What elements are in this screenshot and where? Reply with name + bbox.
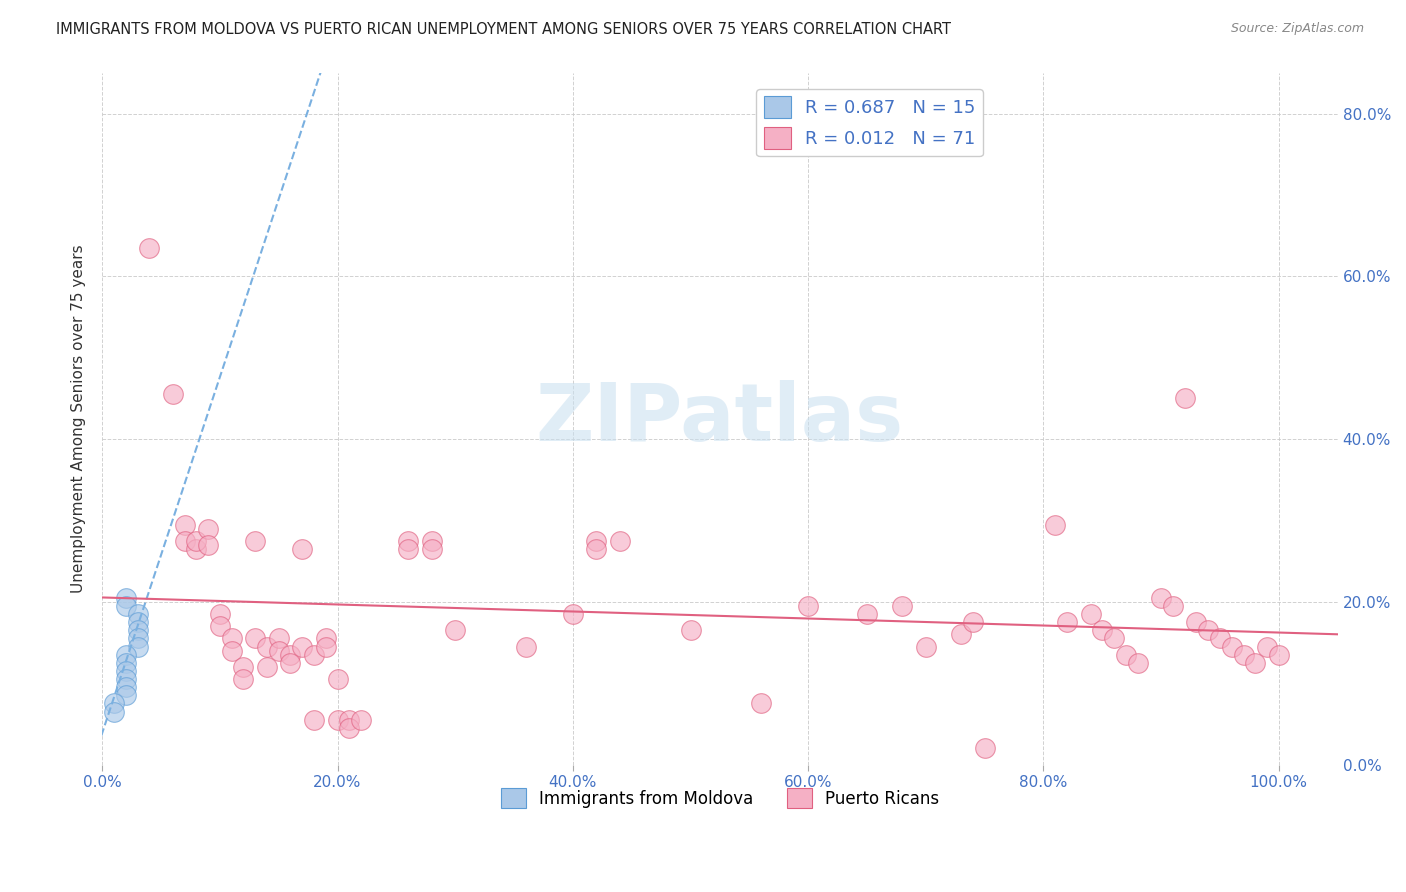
Point bbox=[267, 643, 290, 657]
Point bbox=[444, 624, 467, 638]
Legend: Immigrants from Moldova, Puerto Ricans: Immigrants from Moldova, Puerto Ricans bbox=[494, 781, 946, 815]
Point bbox=[127, 632, 149, 646]
Point bbox=[291, 541, 314, 556]
Point bbox=[114, 680, 136, 694]
Point bbox=[186, 533, 208, 548]
Point bbox=[326, 713, 349, 727]
Point bbox=[302, 648, 325, 662]
Point bbox=[420, 541, 443, 556]
Point bbox=[243, 632, 266, 646]
Point bbox=[315, 640, 337, 654]
Point bbox=[973, 741, 995, 756]
Point bbox=[1209, 632, 1232, 646]
Point bbox=[350, 713, 373, 727]
Point bbox=[280, 656, 302, 670]
Point bbox=[114, 689, 136, 703]
Point bbox=[914, 640, 936, 654]
Point bbox=[162, 387, 184, 401]
Point bbox=[326, 672, 349, 686]
Point bbox=[221, 643, 243, 657]
Point bbox=[197, 522, 219, 536]
Point bbox=[114, 591, 136, 605]
Point bbox=[1056, 615, 1078, 629]
Point bbox=[232, 672, 254, 686]
Point bbox=[280, 648, 302, 662]
Point bbox=[1091, 624, 1114, 638]
Point bbox=[1256, 640, 1278, 654]
Point bbox=[1185, 615, 1208, 629]
Point bbox=[585, 533, 607, 548]
Point bbox=[138, 241, 160, 255]
Text: IMMIGRANTS FROM MOLDOVA VS PUERTO RICAN UNEMPLOYMENT AMONG SENIORS OVER 75 YEARS: IMMIGRANTS FROM MOLDOVA VS PUERTO RICAN … bbox=[56, 22, 952, 37]
Point bbox=[256, 660, 278, 674]
Point bbox=[1220, 640, 1243, 654]
Point bbox=[302, 713, 325, 727]
Point bbox=[856, 607, 879, 621]
Point bbox=[1126, 656, 1149, 670]
Point bbox=[420, 533, 443, 548]
Point bbox=[1045, 517, 1067, 532]
Point bbox=[1102, 632, 1125, 646]
Point bbox=[1197, 624, 1219, 638]
Text: ZIPatlas: ZIPatlas bbox=[536, 380, 904, 458]
Point bbox=[173, 517, 195, 532]
Point bbox=[1161, 599, 1184, 613]
Point bbox=[1080, 607, 1102, 621]
Point bbox=[950, 627, 973, 641]
Point bbox=[114, 599, 136, 613]
Point bbox=[962, 615, 984, 629]
Y-axis label: Unemployment Among Seniors over 75 years: Unemployment Among Seniors over 75 years bbox=[72, 244, 86, 593]
Point bbox=[679, 624, 702, 638]
Point bbox=[114, 672, 136, 686]
Point bbox=[103, 705, 125, 719]
Point bbox=[1232, 648, 1254, 662]
Point bbox=[197, 538, 219, 552]
Point bbox=[256, 640, 278, 654]
Point bbox=[127, 607, 149, 621]
Point bbox=[267, 632, 290, 646]
Point bbox=[221, 632, 243, 646]
Point bbox=[396, 541, 419, 556]
Point bbox=[186, 541, 208, 556]
Point bbox=[1115, 648, 1137, 662]
Point bbox=[208, 607, 231, 621]
Point bbox=[127, 624, 149, 638]
Point bbox=[315, 632, 337, 646]
Point bbox=[114, 656, 136, 670]
Point bbox=[1244, 656, 1267, 670]
Point bbox=[173, 533, 195, 548]
Point bbox=[291, 640, 314, 654]
Point bbox=[114, 648, 136, 662]
Point bbox=[208, 619, 231, 633]
Point bbox=[232, 660, 254, 674]
Point bbox=[609, 533, 631, 548]
Point bbox=[1174, 392, 1197, 406]
Point bbox=[337, 713, 360, 727]
Point bbox=[243, 533, 266, 548]
Point bbox=[797, 599, 820, 613]
Point bbox=[103, 697, 125, 711]
Point bbox=[337, 721, 360, 735]
Point bbox=[891, 599, 914, 613]
Point bbox=[114, 664, 136, 678]
Text: Source: ZipAtlas.com: Source: ZipAtlas.com bbox=[1230, 22, 1364, 36]
Point bbox=[515, 640, 537, 654]
Point bbox=[127, 640, 149, 654]
Point bbox=[561, 607, 583, 621]
Point bbox=[1150, 591, 1173, 605]
Point bbox=[749, 697, 772, 711]
Point bbox=[1268, 648, 1291, 662]
Point bbox=[127, 615, 149, 629]
Point bbox=[396, 533, 419, 548]
Point bbox=[585, 541, 607, 556]
